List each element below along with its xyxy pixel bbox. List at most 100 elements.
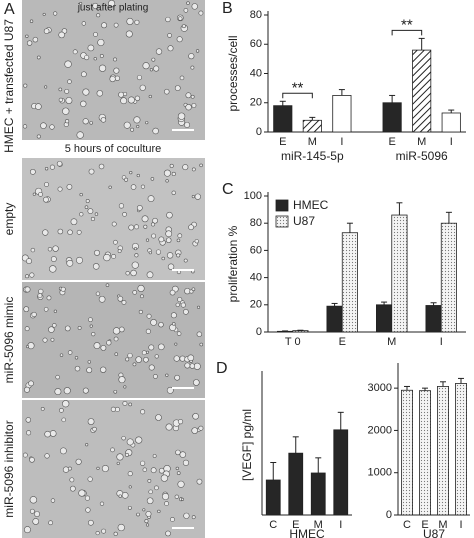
cell [89,324,93,328]
cell [147,195,155,203]
cell [176,238,181,243]
cell [134,247,138,251]
cell [165,179,169,183]
x-tick-label: M [417,136,426,148]
cell [111,221,117,227]
cell [98,64,107,72]
cell [113,389,118,394]
cell [190,65,195,70]
cell [50,498,56,503]
cell [75,458,82,465]
cell [36,134,41,139]
y-tick-label: 20 [250,299,262,311]
legend-label: U87 [293,214,315,228]
cell [56,160,63,167]
bar [437,386,449,516]
cell [87,44,95,52]
cell [146,313,152,319]
cell [67,350,73,355]
cell [69,477,75,483]
cell [155,249,162,255]
cell [65,119,70,124]
cell [187,354,195,362]
y-tick-label: 60 [250,244,262,256]
significance-bracket [282,92,313,99]
cell [78,489,86,497]
significance-bracket [391,29,423,36]
cell [114,352,119,356]
cell [174,374,181,381]
cell [43,196,49,203]
cell [183,258,188,263]
legend-swatch [275,199,289,212]
cell [110,447,115,453]
cell [184,287,191,295]
cell [165,423,173,431]
cell [32,518,40,525]
cell [40,122,47,129]
cell [197,305,201,309]
bar [288,452,304,516]
y-tick-label: 0 [256,326,262,338]
cell [22,124,28,129]
cell [130,184,137,190]
cell [60,286,66,292]
cell [85,443,89,447]
cell [155,48,163,55]
cell [136,74,142,81]
cell [29,457,35,463]
cell [43,307,49,312]
cell [140,294,144,299]
cell [150,467,157,474]
group-label: miR-5096 [396,149,448,163]
cell [32,192,36,196]
cell [62,466,70,473]
panel-label: C [222,181,234,198]
cell [192,379,200,386]
cell [67,79,72,84]
cell [123,385,127,389]
cell [142,62,150,70]
group-label: miR-145-5p [281,149,344,163]
cell [148,344,155,351]
cell [125,452,129,457]
cell [113,22,119,28]
cell [183,309,189,315]
cell [145,328,151,334]
cell [25,34,29,38]
cell [141,350,147,356]
x-tick-label: C [403,519,411,531]
cell [165,230,173,238]
cell [95,291,101,296]
cell [191,103,197,108]
error-bar [448,109,455,113]
cell [191,167,196,172]
cell [126,438,134,446]
row-label: miR-5096 mimic [2,297,16,384]
cell [98,163,105,170]
cell [92,263,100,270]
annotation: ** [401,16,413,33]
cell [160,474,169,482]
cell [44,182,49,188]
cell [109,75,116,83]
cell [146,271,154,279]
cell [42,337,48,343]
cell [130,127,135,132]
cell [194,239,199,244]
cell [167,263,175,270]
cell [30,247,36,253]
cell [132,362,137,367]
cell [88,168,95,175]
cell [127,96,135,104]
cell [133,116,141,124]
cell [92,2,99,9]
cell [128,224,135,231]
cell [23,83,28,88]
cell [136,125,140,129]
cell [153,65,160,72]
cell [50,337,55,342]
cell [75,256,83,264]
cell [184,121,191,128]
x-tick-label: T 0 [285,336,301,348]
